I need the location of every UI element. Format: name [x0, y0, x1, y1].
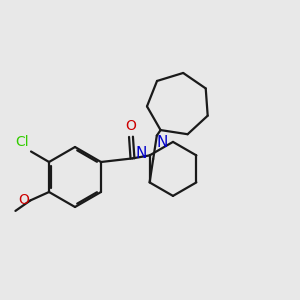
- Text: N: N: [135, 146, 147, 161]
- Text: O: O: [18, 194, 29, 207]
- Text: O: O: [125, 119, 136, 133]
- Text: Cl: Cl: [15, 135, 29, 149]
- Text: N: N: [156, 136, 168, 151]
